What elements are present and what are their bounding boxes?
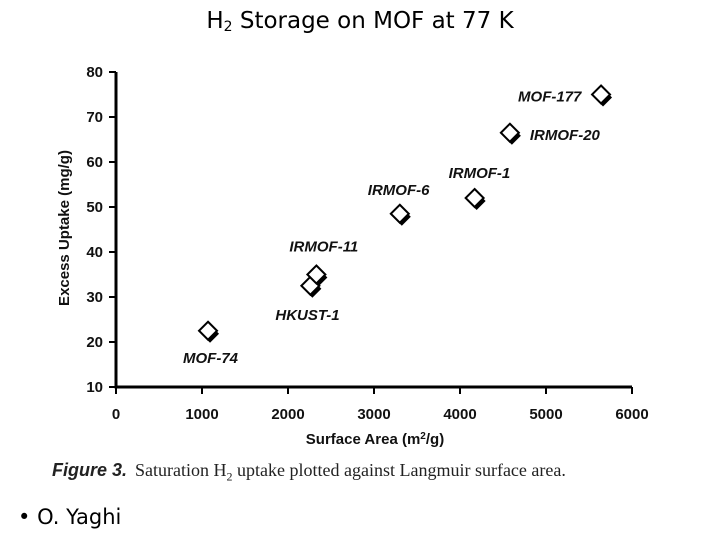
data-point-label: MOF-177 (518, 89, 582, 106)
data-point-label: MOF-74 (183, 350, 239, 367)
chart-marks: MOF-74 HKUST-1 IRMOF-11 IRMOF-6 IRMOF-1 IRMOF… (183, 84, 613, 367)
data-point-marker (464, 187, 486, 209)
figure-panel (38, 48, 678, 495)
data-point-label: HKUST-1 (275, 307, 339, 324)
x-tick-label: 1000 (185, 406, 218, 423)
x-tick-label: 3000 (357, 406, 390, 423)
data-point-marker (590, 84, 612, 105)
x-tick-label: 6000 (615, 406, 648, 423)
x-axis-label: Surface Area (m2/g) (306, 431, 444, 449)
data-point-marker (389, 203, 411, 225)
y-tick-label: 40 (86, 244, 103, 261)
caption-lead: Figure 3. (52, 460, 128, 480)
data-point-marker (499, 122, 521, 144)
data-point-label: IRMOF-1 (449, 165, 511, 182)
y-tick-label: 10 (86, 379, 103, 396)
y-tick-label: 20 (86, 334, 103, 351)
scatter-chart: 10 20 30 40 50 60 70 80 0 1000 2000 3000 4000 5000 600… (56, 64, 649, 449)
caption-subscript: 2 (226, 469, 233, 484)
caption-text-b: uptake plotted against Langmuir surface … (232, 460, 566, 480)
title-subscript: 2 (223, 19, 233, 35)
title-prefix: H (206, 8, 224, 34)
x-tick-label: 4000 (443, 406, 476, 423)
data-point-label: IRMOF-6 (368, 182, 430, 199)
bullet-text: O. Yaghi (37, 505, 122, 529)
y-tick-label: 60 (86, 154, 103, 171)
data-point-marker (305, 264, 327, 285)
y-tick-label: 30 (86, 289, 103, 306)
title-rest: Storage on MOF at 77 K (232, 8, 514, 34)
data-point-label: IRMOF-20 (530, 127, 601, 144)
chart-axes (114, 72, 632, 389)
caption-text-a: Saturation H (135, 460, 227, 480)
y-tick-label: 70 (86, 109, 103, 126)
x-tick-label: 2000 (271, 406, 304, 423)
bullet-item: • O. Yaghi (18, 505, 121, 529)
x-tick-label: 5000 (529, 406, 562, 423)
slide-title: H2 Storage on MOF at 77 K (0, 8, 720, 35)
y-tick-label: 50 (86, 199, 103, 216)
x-tick-label: 0 (112, 406, 120, 423)
y-axis-label: Excess Uptake (mg/g) (56, 150, 73, 306)
bullet-mark: • (18, 505, 31, 529)
data-point-label: IRMOF-11 (289, 239, 358, 256)
y-tick-label: 80 (86, 64, 103, 81)
figure-caption: Figure 3. Saturation H2 uptake plotted ag… (52, 460, 566, 485)
data-point-marker (197, 320, 219, 342)
chart-ticks: 10 20 30 40 50 60 70 80 0 1000 2000 3000 4000 5000 600… (86, 64, 648, 423)
